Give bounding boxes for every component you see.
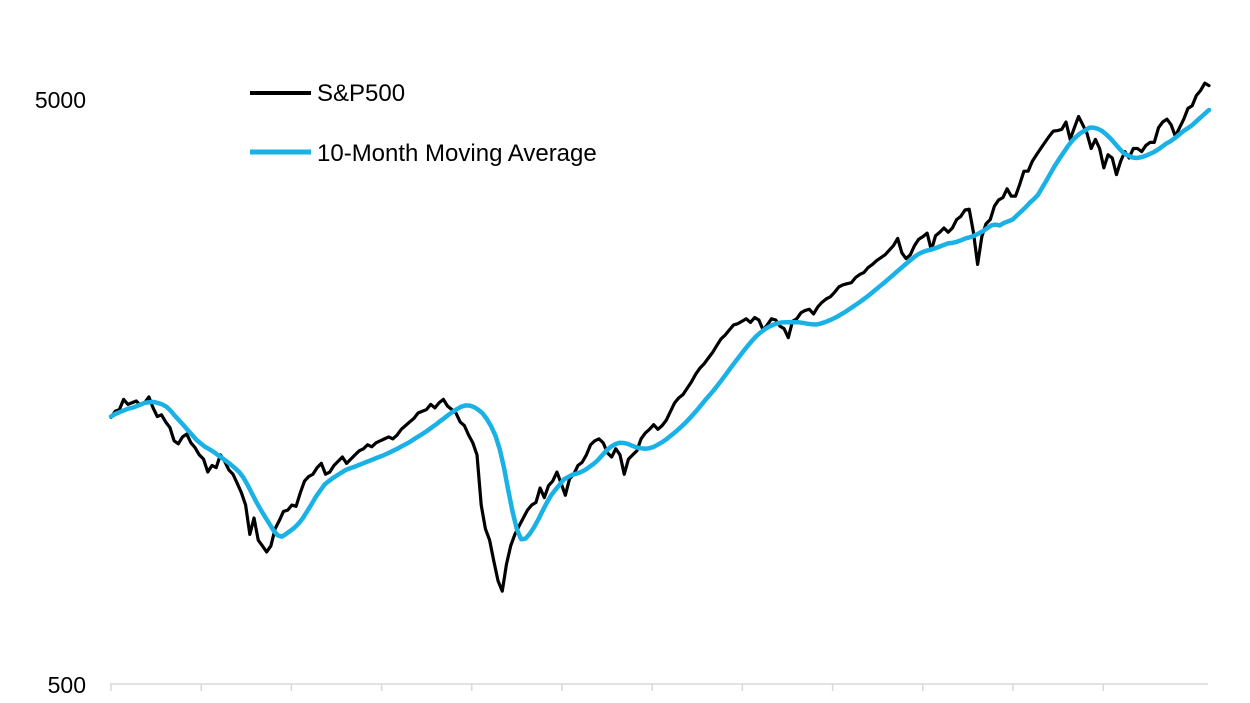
plot-area	[108, 81, 1212, 593]
legend-item-moving-average: 10-Month Moving Average	[250, 140, 597, 167]
y-tick-label-500: 500	[48, 672, 86, 698]
legend-item-sp500: S&P500	[250, 80, 405, 107]
legend: S&P500 10-Month Moving Average	[250, 80, 597, 167]
x-axis	[110, 683, 1208, 691]
x-axis-ticks	[110, 684, 1104, 691]
y-axis: 5000 500	[35, 87, 86, 698]
legend-label-sp500: S&P500	[317, 80, 405, 107]
y-tick-label-5000: 5000	[35, 87, 86, 113]
series-line-sp500	[109, 81, 1211, 593]
series-line-moving-average	[108, 107, 1212, 542]
legend-label-moving-average: 10-Month Moving Average	[317, 140, 597, 167]
